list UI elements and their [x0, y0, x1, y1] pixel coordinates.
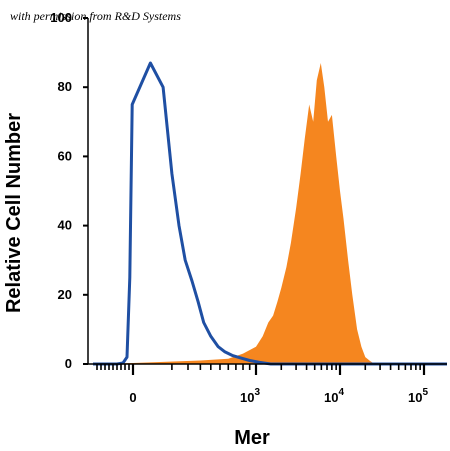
- y-tick-label: 60: [58, 148, 72, 163]
- series-layer: [93, 61, 447, 366]
- x-tick-label: 105: [408, 387, 428, 405]
- y-tick-label: 100: [50, 10, 72, 25]
- y-tick-label: 80: [58, 79, 72, 94]
- x-tick-label: 103: [240, 387, 260, 405]
- watermark: with permission from R&D Systems: [10, 9, 181, 23]
- y-tick-label: 40: [58, 218, 72, 233]
- series-outline-histogram: [93, 61, 447, 366]
- x-tick-label: 104: [324, 387, 344, 405]
- axes-layer: 0 20 40 60 80 100 0 103 104 105: [50, 10, 447, 405]
- y-tick-label: 20: [58, 287, 72, 302]
- x-tick-label: 0: [129, 390, 136, 405]
- y-axis-title: Relative Cell Number: [3, 113, 25, 313]
- x-axis-title: Mer: [234, 427, 270, 449]
- series-filled-histogram: [93, 63, 447, 364]
- y-tick-label: 0: [65, 356, 72, 371]
